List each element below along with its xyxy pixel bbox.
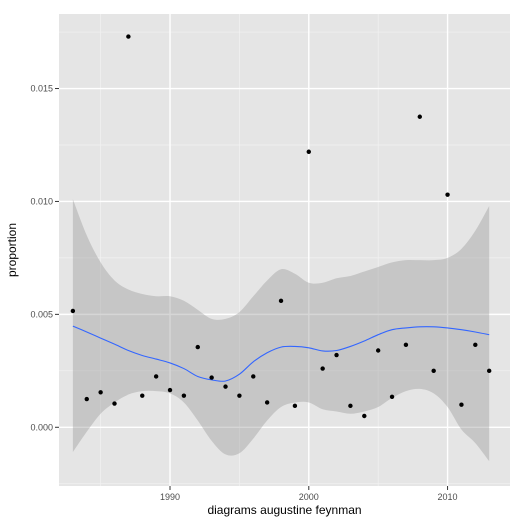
data-point <box>84 396 89 402</box>
data-point <box>237 393 242 398</box>
data-point <box>334 352 339 358</box>
data-point <box>251 374 256 379</box>
data-point <box>473 342 478 348</box>
minor-grid <box>59 14 510 486</box>
data-points <box>70 34 492 419</box>
x-tick-label: 1990 <box>160 492 180 502</box>
data-point <box>167 387 173 393</box>
y-axis-ticks: 0.000 0.005 0.010 0.015 <box>30 84 59 432</box>
y-tick-label: 0.005 <box>30 309 53 319</box>
data-point <box>209 375 214 380</box>
x-axis-title: diagrams augustine feynman <box>207 503 361 517</box>
data-point <box>98 390 103 395</box>
major-grid <box>59 14 510 486</box>
data-point <box>264 400 270 405</box>
data-point <box>306 149 311 154</box>
data-point <box>375 348 381 353</box>
data-point <box>70 308 76 314</box>
data-point <box>140 393 145 398</box>
data-point <box>126 34 131 39</box>
x-tick-label: 2010 <box>438 492 458 502</box>
data-point <box>389 394 395 399</box>
y-axis-title: proportion <box>5 223 19 277</box>
data-point <box>181 393 187 398</box>
data-point <box>486 368 492 374</box>
data-point <box>445 192 450 197</box>
plot-panel <box>59 14 510 486</box>
data-point <box>292 403 298 409</box>
data-point <box>417 114 422 119</box>
y-tick-label: 0.015 <box>30 84 53 94</box>
data-point <box>348 403 353 409</box>
data-point <box>278 298 284 304</box>
y-tick-label: 0.000 <box>30 422 53 432</box>
data-point <box>223 384 228 389</box>
data-point <box>459 402 464 407</box>
x-tick-label: 2000 <box>299 492 319 502</box>
confidence-ribbon <box>72 199 490 462</box>
smooth-line <box>72 325 490 382</box>
data-point <box>403 342 409 348</box>
data-point <box>112 401 117 406</box>
data-point <box>195 344 200 350</box>
y-tick-label: 0.010 <box>30 196 53 206</box>
data-point <box>431 368 436 374</box>
x-axis-ticks: 1990 2000 2010 <box>160 486 458 502</box>
data-point <box>320 366 325 371</box>
data-point <box>153 374 159 379</box>
data-point <box>362 413 367 419</box>
